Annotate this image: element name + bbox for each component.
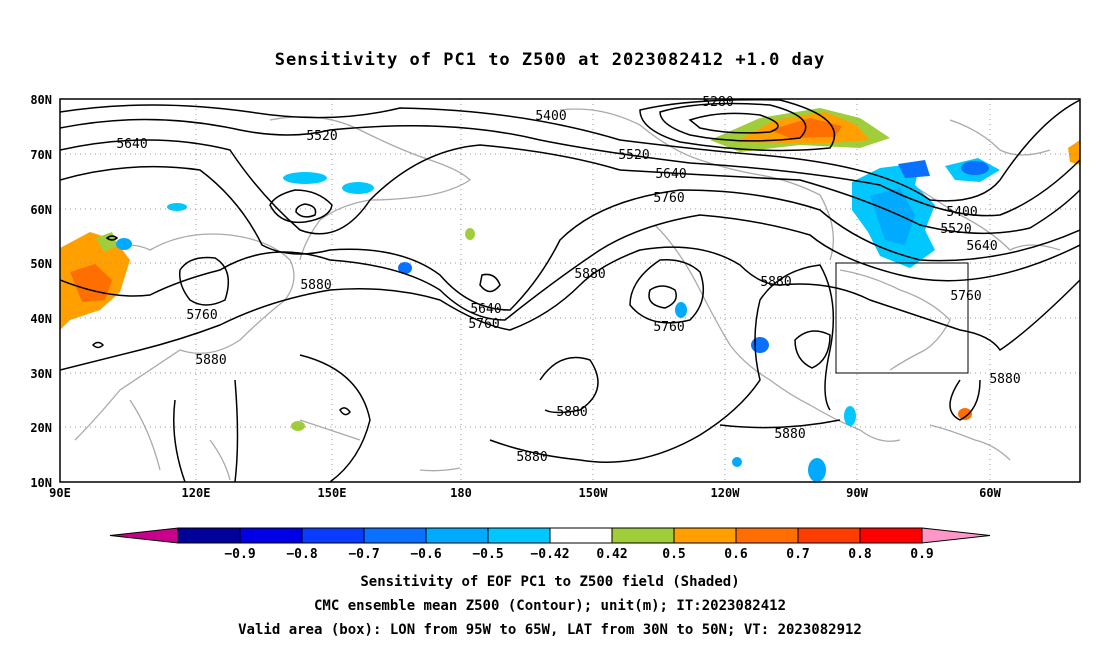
latitude-axis: 80N 70N 60N 50N 40N 30N 20N 10N [30,93,52,490]
contour-label: 5280 [702,95,733,110]
grid-lines [60,99,1080,482]
colorbar-swatch [797,527,861,544]
contour-label: 5880 [760,275,791,290]
colorbar-low-triangle [109,527,179,544]
contour-label: 5760 [468,317,499,332]
contour-label: 5880 [574,267,605,282]
map-frame [59,98,1081,483]
lon-tick-label: 120E [182,486,211,500]
lon-tick-label: 150E [318,486,347,500]
contour-label: 5520 [306,129,337,144]
colorbar-swatch [611,527,675,544]
contour-label: 5520 [940,222,971,237]
lon-tick-label: 180 [450,486,472,500]
footer-line-1: Sensitivity of EOF PC1 to Z500 field (Sh… [360,574,740,590]
colorbar-swatch [549,527,613,544]
z500-contours [60,99,1080,482]
contour-label: 5880 [774,427,805,442]
longitude-axis: 90E 120E 150E 180 150W 120W 90W 60W [49,486,1001,500]
contour-label: 5640 [655,167,686,182]
colorbar-tick-label: −0.9 [224,547,255,562]
colorbar-tick-label: 0.6 [724,547,748,562]
contour-label: 5880 [300,278,331,293]
lat-tick-label: 80N [30,93,52,107]
colorbar-swatch [487,527,551,544]
lat-tick-label: 50N [30,257,52,271]
contour-label: 5880 [989,372,1020,387]
colorbar-tick-label: 0.7 [786,547,809,562]
colorbar-swatch [363,527,427,544]
colorbar-swatch [425,527,489,544]
colorbar-tick-label: 0.8 [848,547,872,562]
contour-label: 5640 [966,239,997,254]
figure-title: Sensitivity of PC1 to Z500 at 2023082412… [274,50,826,70]
colorbar-swatch [301,527,365,544]
lon-tick-label: 90W [846,486,868,500]
contour-label: 5760 [950,289,981,304]
lon-tick-label: 120W [711,486,741,500]
lat-tick-label: 70N [30,148,52,162]
colorbar-tick-label: −0.5 [472,547,503,562]
contour-label: 5400 [946,205,977,220]
contour-label: 5760 [186,308,217,323]
lat-tick-label: 30N [30,367,52,381]
footer-line-2: CMC ensemble mean Z500 (Contour); unit(m… [313,598,786,614]
contour-label: 5760 [653,191,684,206]
colorbar-swatch [177,527,241,544]
colorbar: −0.9 −0.8 −0.7 −0.6 −0.5 −0.42 0.42 0.5 0.6 0.7 0.… [109,527,991,562]
colorbar-tick-label: −0.8 [286,547,317,562]
contour-label: 5640 [470,302,501,317]
contour-label: 5520 [618,148,649,163]
contour-label: 5880 [195,353,226,368]
contour-label: 5880 [516,450,547,465]
colorbar-high-triangle [921,527,991,544]
contour-label: 5640 [116,137,147,152]
colorbar-swatch [239,527,303,544]
lat-tick-label: 10N [30,476,52,490]
colorbar-tick-label: −0.42 [530,547,569,562]
colorbar-tick-label: 0.5 [662,547,685,562]
lon-tick-label: 60W [979,486,1001,500]
contour-label: 5880 [556,405,587,420]
lon-tick-label: 150W [579,486,609,500]
colorbar-tick-label: 0.9 [910,547,933,562]
coastlines [60,108,1061,481]
colorbar-tick-label: 0.42 [596,547,627,562]
contour-labels: 5280 5400 5520 5640 5520 5640 5760 5400 … [116,95,1020,465]
lat-tick-label: 20N [30,421,52,435]
lat-tick-label: 60N [30,203,52,217]
lat-tick-label: 40N [30,312,52,326]
lon-tick-label: 90E [49,486,71,500]
contour-label: 5760 [653,320,684,335]
colorbar-swatch [673,527,737,544]
footer-line-3: Valid area (box): LON from 95W to 65W, L… [238,622,862,638]
colorbar-tick-label: −0.6 [410,547,441,562]
colorbar-swatch [859,527,923,544]
colorbar-tick-label: −0.7 [348,547,379,562]
colorbar-swatch [735,527,799,544]
valid-area-box [835,262,969,374]
contour-label: 5400 [535,109,566,124]
